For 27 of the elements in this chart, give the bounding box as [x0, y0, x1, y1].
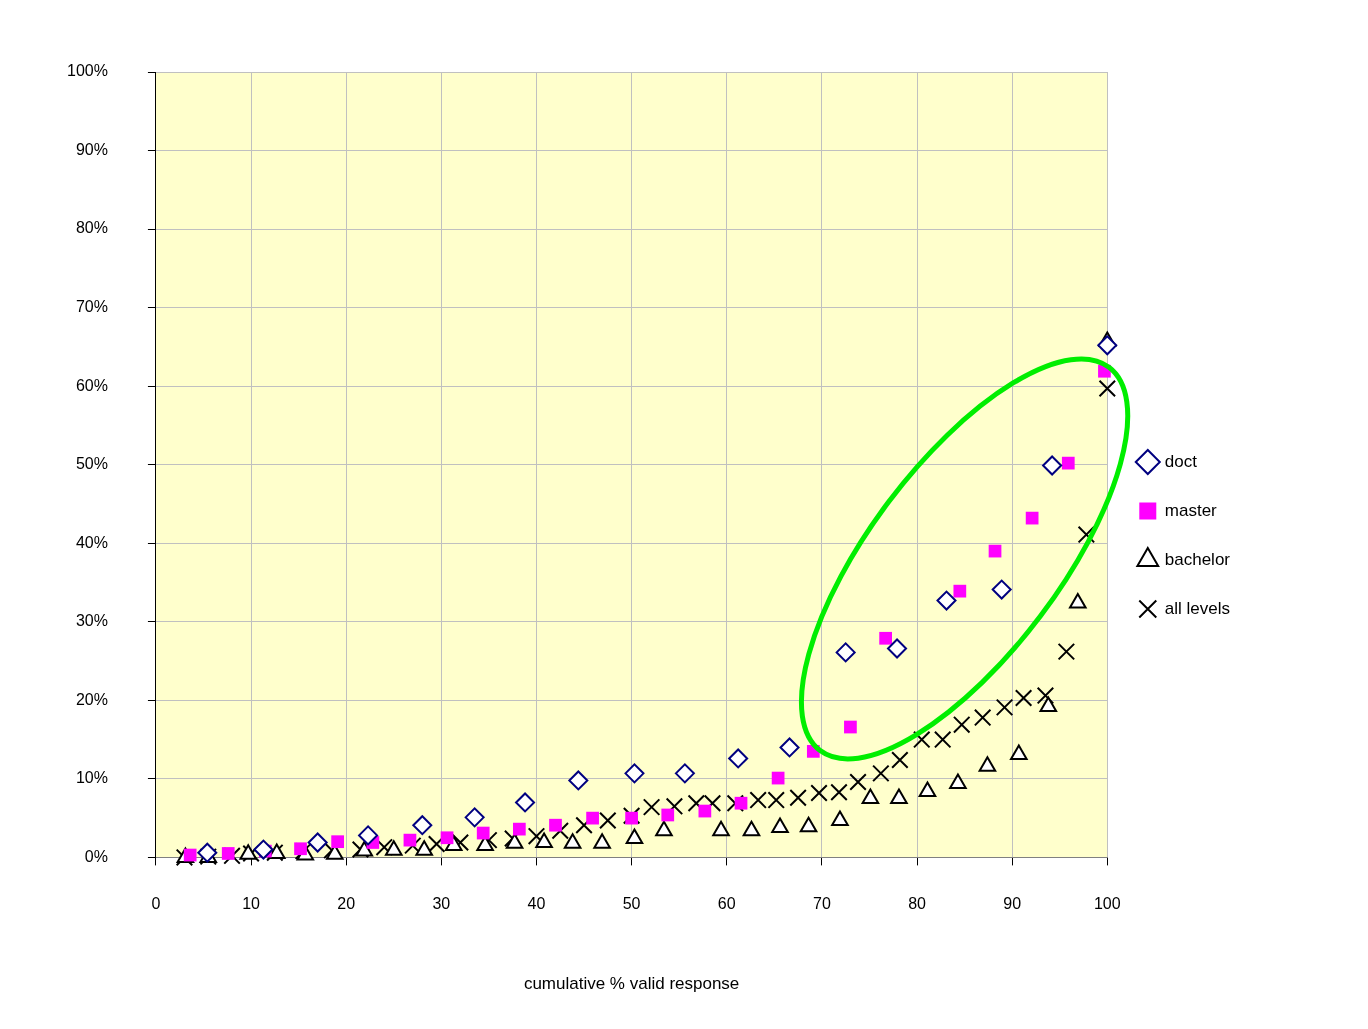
x-tick-label: 20 [337, 895, 356, 913]
y-tick-label: 80% [75, 219, 108, 237]
y-tick-label: 60% [75, 376, 108, 394]
legend-label: bachelor [1164, 549, 1231, 569]
legend-label: master [1164, 500, 1218, 520]
y-tick-label: 30% [75, 612, 108, 630]
legend-label: all levels [1164, 598, 1230, 618]
x-tick-label: 100 [1093, 895, 1121, 913]
y-tick-label: 0% [84, 847, 108, 865]
x-tick-label: 60 [717, 895, 736, 913]
x-tick-label: 70 [812, 895, 831, 913]
x-axis-title: cumulative % valid response [523, 974, 740, 994]
x-tick-label: 30 [432, 895, 451, 913]
x-tick-label: 50 [622, 895, 641, 913]
y-tick-label: 20% [75, 690, 108, 708]
y-tick-label: 100% [67, 62, 108, 80]
y-tick-label: 10% [75, 769, 108, 787]
x-tick-label: 10 [242, 895, 261, 913]
y-tick-label: 90% [75, 140, 108, 158]
y-tick-label: 70% [75, 298, 108, 316]
x-tick-label: 80 [908, 895, 927, 913]
y-tick-label: 40% [75, 533, 108, 551]
x-tick-label: 40 [527, 895, 546, 913]
x-tick-label: 90 [1003, 895, 1022, 913]
legend-label: doct [1164, 451, 1198, 471]
y-tick-label: 50% [75, 455, 108, 473]
x-tick-label: 0 [151, 895, 161, 913]
